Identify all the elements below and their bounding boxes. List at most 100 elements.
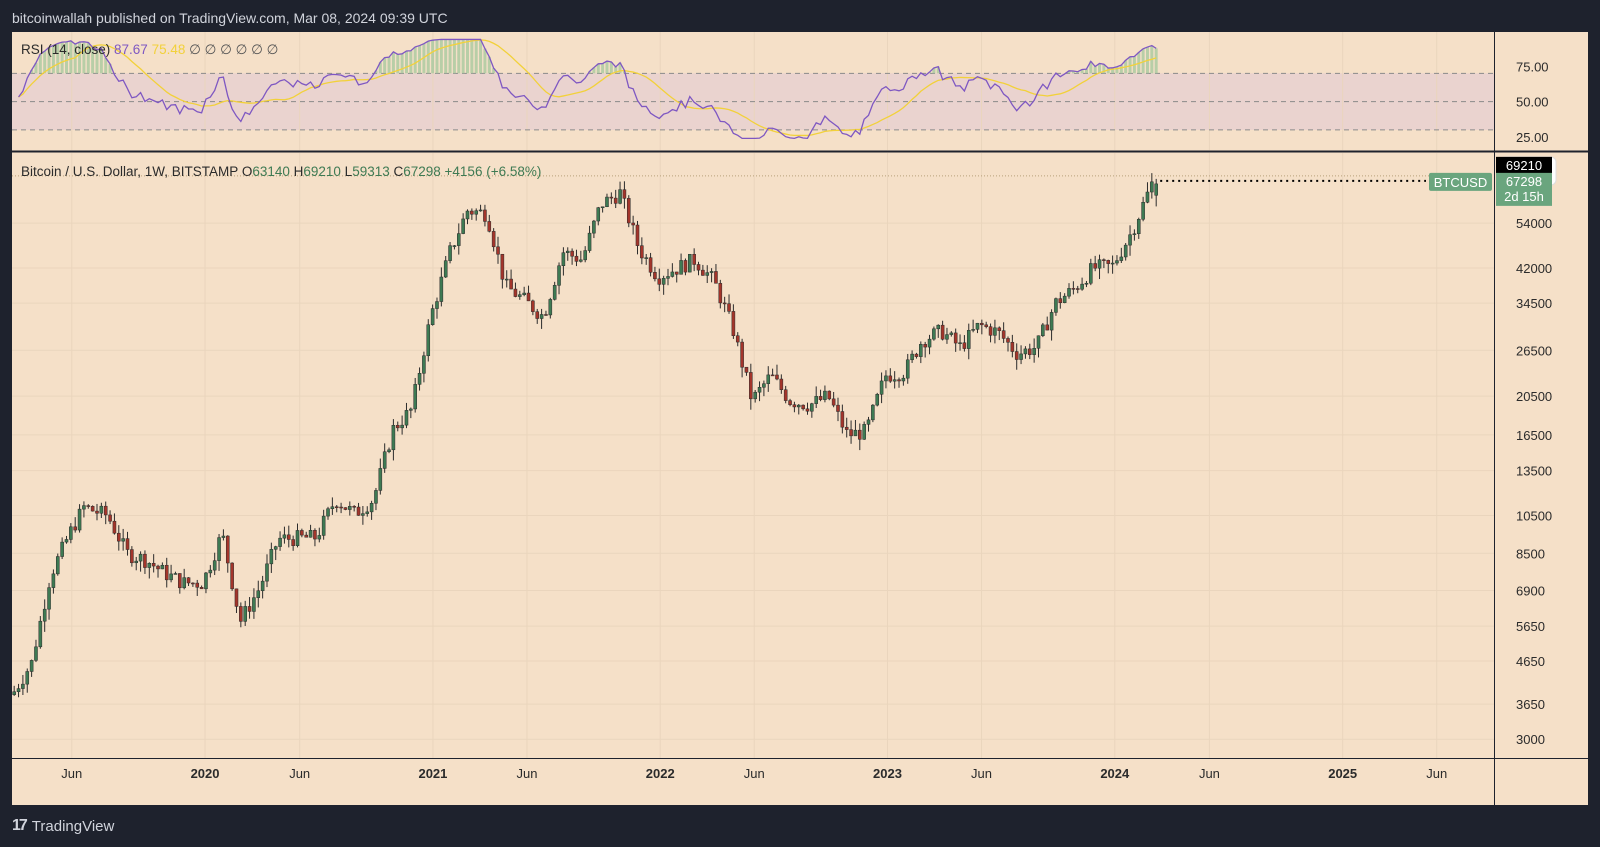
candle <box>178 573 182 594</box>
candle <box>55 553 60 576</box>
candle-body <box>164 564 169 581</box>
candle <box>975 322 980 334</box>
candle <box>195 579 200 596</box>
time-tick-label: Jun <box>971 766 992 781</box>
candle-body <box>936 324 941 330</box>
candle <box>121 528 125 551</box>
candle-body <box>64 539 69 543</box>
candle-body <box>561 252 566 266</box>
candle-body <box>1014 351 1019 360</box>
candle <box>1128 225 1132 256</box>
candle-body <box>243 606 247 622</box>
candle-body <box>849 429 853 437</box>
candle-body <box>544 314 548 316</box>
candle-body <box>173 573 178 575</box>
candle-body <box>884 375 888 382</box>
candle-body <box>914 353 919 357</box>
candle-body <box>483 209 487 222</box>
candle-body <box>932 328 936 340</box>
candle-body <box>321 515 326 536</box>
candle <box>1075 285 1080 294</box>
candle-body <box>208 569 213 574</box>
candle-body <box>361 513 365 516</box>
time-tick-label: 2020 <box>191 766 220 781</box>
candle-body <box>1080 283 1084 290</box>
candle-body <box>844 426 849 430</box>
candle <box>574 249 579 267</box>
time-tick-label: 2023 <box>873 766 902 781</box>
candle <box>221 529 226 541</box>
candle <box>457 223 461 255</box>
candle <box>565 247 570 261</box>
candle <box>47 582 51 620</box>
candle-body <box>1010 342 1015 352</box>
candle <box>400 415 404 435</box>
candle-body <box>940 324 945 340</box>
candle <box>230 562 234 591</box>
candle <box>112 513 117 535</box>
candle-body <box>509 278 513 290</box>
candle-body <box>195 582 200 588</box>
candle <box>997 326 1002 341</box>
candle-body <box>221 535 226 538</box>
candle-body <box>1119 256 1124 261</box>
candle <box>1058 292 1063 309</box>
candle <box>871 404 875 423</box>
chart-svg[interactable]: 75.00 50.00 25.00 RSI (14, close) 87.67 75.… <box>12 32 1588 805</box>
candle-body <box>326 508 330 517</box>
price-tick-label: 20500 <box>1516 389 1552 404</box>
open-label: O <box>242 164 253 179</box>
rsi-legend: RSI (14, close) 87.67 75.48 ∅ ∅ ∅ ∅ ∅ ∅ <box>21 42 279 57</box>
candle-body <box>574 255 579 262</box>
candle <box>731 304 736 339</box>
candle <box>749 363 753 410</box>
candle <box>16 683 21 698</box>
candle-body <box>60 541 64 557</box>
symbol-title: Bitcoin / U.S. Dollar, 1W, BITSTAMP <box>21 164 242 179</box>
chart-frame[interactable]: 75.00 50.00 25.00 RSI (14, close) 87.67 75.… <box>12 32 1588 805</box>
candle <box>1006 336 1010 352</box>
candle <box>735 332 740 347</box>
candle <box>1028 343 1032 360</box>
candle <box>940 320 945 341</box>
candle <box>208 565 213 578</box>
candle <box>936 324 941 338</box>
price-tick-label: 6900 <box>1516 583 1545 598</box>
candle-body <box>548 299 553 316</box>
candle-body <box>552 285 557 300</box>
candle-body <box>583 250 587 261</box>
candle-body <box>304 534 308 538</box>
candle <box>705 265 710 284</box>
candle-body <box>287 534 291 540</box>
candle <box>683 258 688 276</box>
candle <box>919 341 923 364</box>
candle-body <box>1136 219 1141 235</box>
candle-body <box>945 334 949 340</box>
candle-body <box>16 688 21 692</box>
candle-body <box>422 355 426 374</box>
candle <box>1093 255 1097 272</box>
candle <box>348 501 352 516</box>
time-tick-label: Jun <box>744 766 765 781</box>
candle-body <box>818 396 823 400</box>
rsi-label: RSI (14, close) <box>21 42 114 57</box>
candle-body <box>25 671 30 685</box>
candle-body <box>1054 298 1058 313</box>
candle <box>182 568 186 590</box>
price-tick-label: 5650 <box>1516 619 1545 634</box>
price-tick-label: 42000 <box>1516 261 1552 276</box>
candle-body <box>374 490 378 504</box>
candle <box>143 550 147 574</box>
candle-body <box>531 300 535 312</box>
candle <box>971 319 975 333</box>
candle <box>435 297 439 319</box>
candle <box>831 391 836 408</box>
candle-body <box>125 538 130 550</box>
candle <box>905 353 910 384</box>
candle <box>1014 343 1019 370</box>
candle-body <box>1071 288 1076 290</box>
candle-body <box>130 549 134 564</box>
candle <box>792 401 797 413</box>
candle <box>90 505 95 512</box>
candle-body <box>796 404 801 408</box>
